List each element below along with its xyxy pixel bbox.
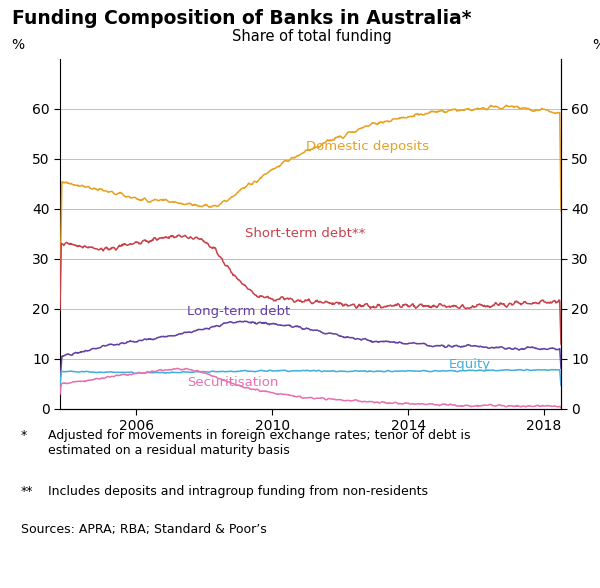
Text: %: % (11, 38, 24, 52)
Text: Equity: Equity (449, 358, 491, 371)
Text: Share of total funding: Share of total funding (232, 29, 392, 45)
Text: Funding Composition of Banks in Australia*: Funding Composition of Banks in Australi… (12, 9, 472, 28)
Text: Short-term debt**: Short-term debt** (245, 227, 365, 240)
Text: Domestic deposits: Domestic deposits (306, 140, 429, 153)
Text: %: % (592, 38, 600, 52)
Text: Long-term debt: Long-term debt (187, 305, 290, 318)
Text: Adjusted for movements in foreign exchange rates; tenor of debt is
estimated on : Adjusted for movements in foreign exchan… (48, 429, 470, 457)
Text: Securitisation: Securitisation (187, 376, 279, 389)
Text: Includes deposits and intragroup funding from non-residents: Includes deposits and intragroup funding… (48, 485, 428, 498)
Text: Sources: APRA; RBA; Standard & Poor’s: Sources: APRA; RBA; Standard & Poor’s (21, 523, 267, 536)
Text: **: ** (21, 485, 34, 498)
Text: *: * (21, 429, 27, 442)
